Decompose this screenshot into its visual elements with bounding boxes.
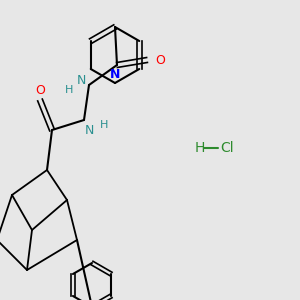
Text: H: H xyxy=(100,120,108,130)
Text: H: H xyxy=(65,85,73,95)
Text: Cl: Cl xyxy=(220,141,234,155)
Text: N: N xyxy=(84,124,94,136)
Text: N: N xyxy=(110,68,120,82)
Text: H: H xyxy=(195,141,206,155)
Text: O: O xyxy=(155,53,165,67)
Text: O: O xyxy=(35,83,45,97)
Text: N: N xyxy=(76,74,86,86)
